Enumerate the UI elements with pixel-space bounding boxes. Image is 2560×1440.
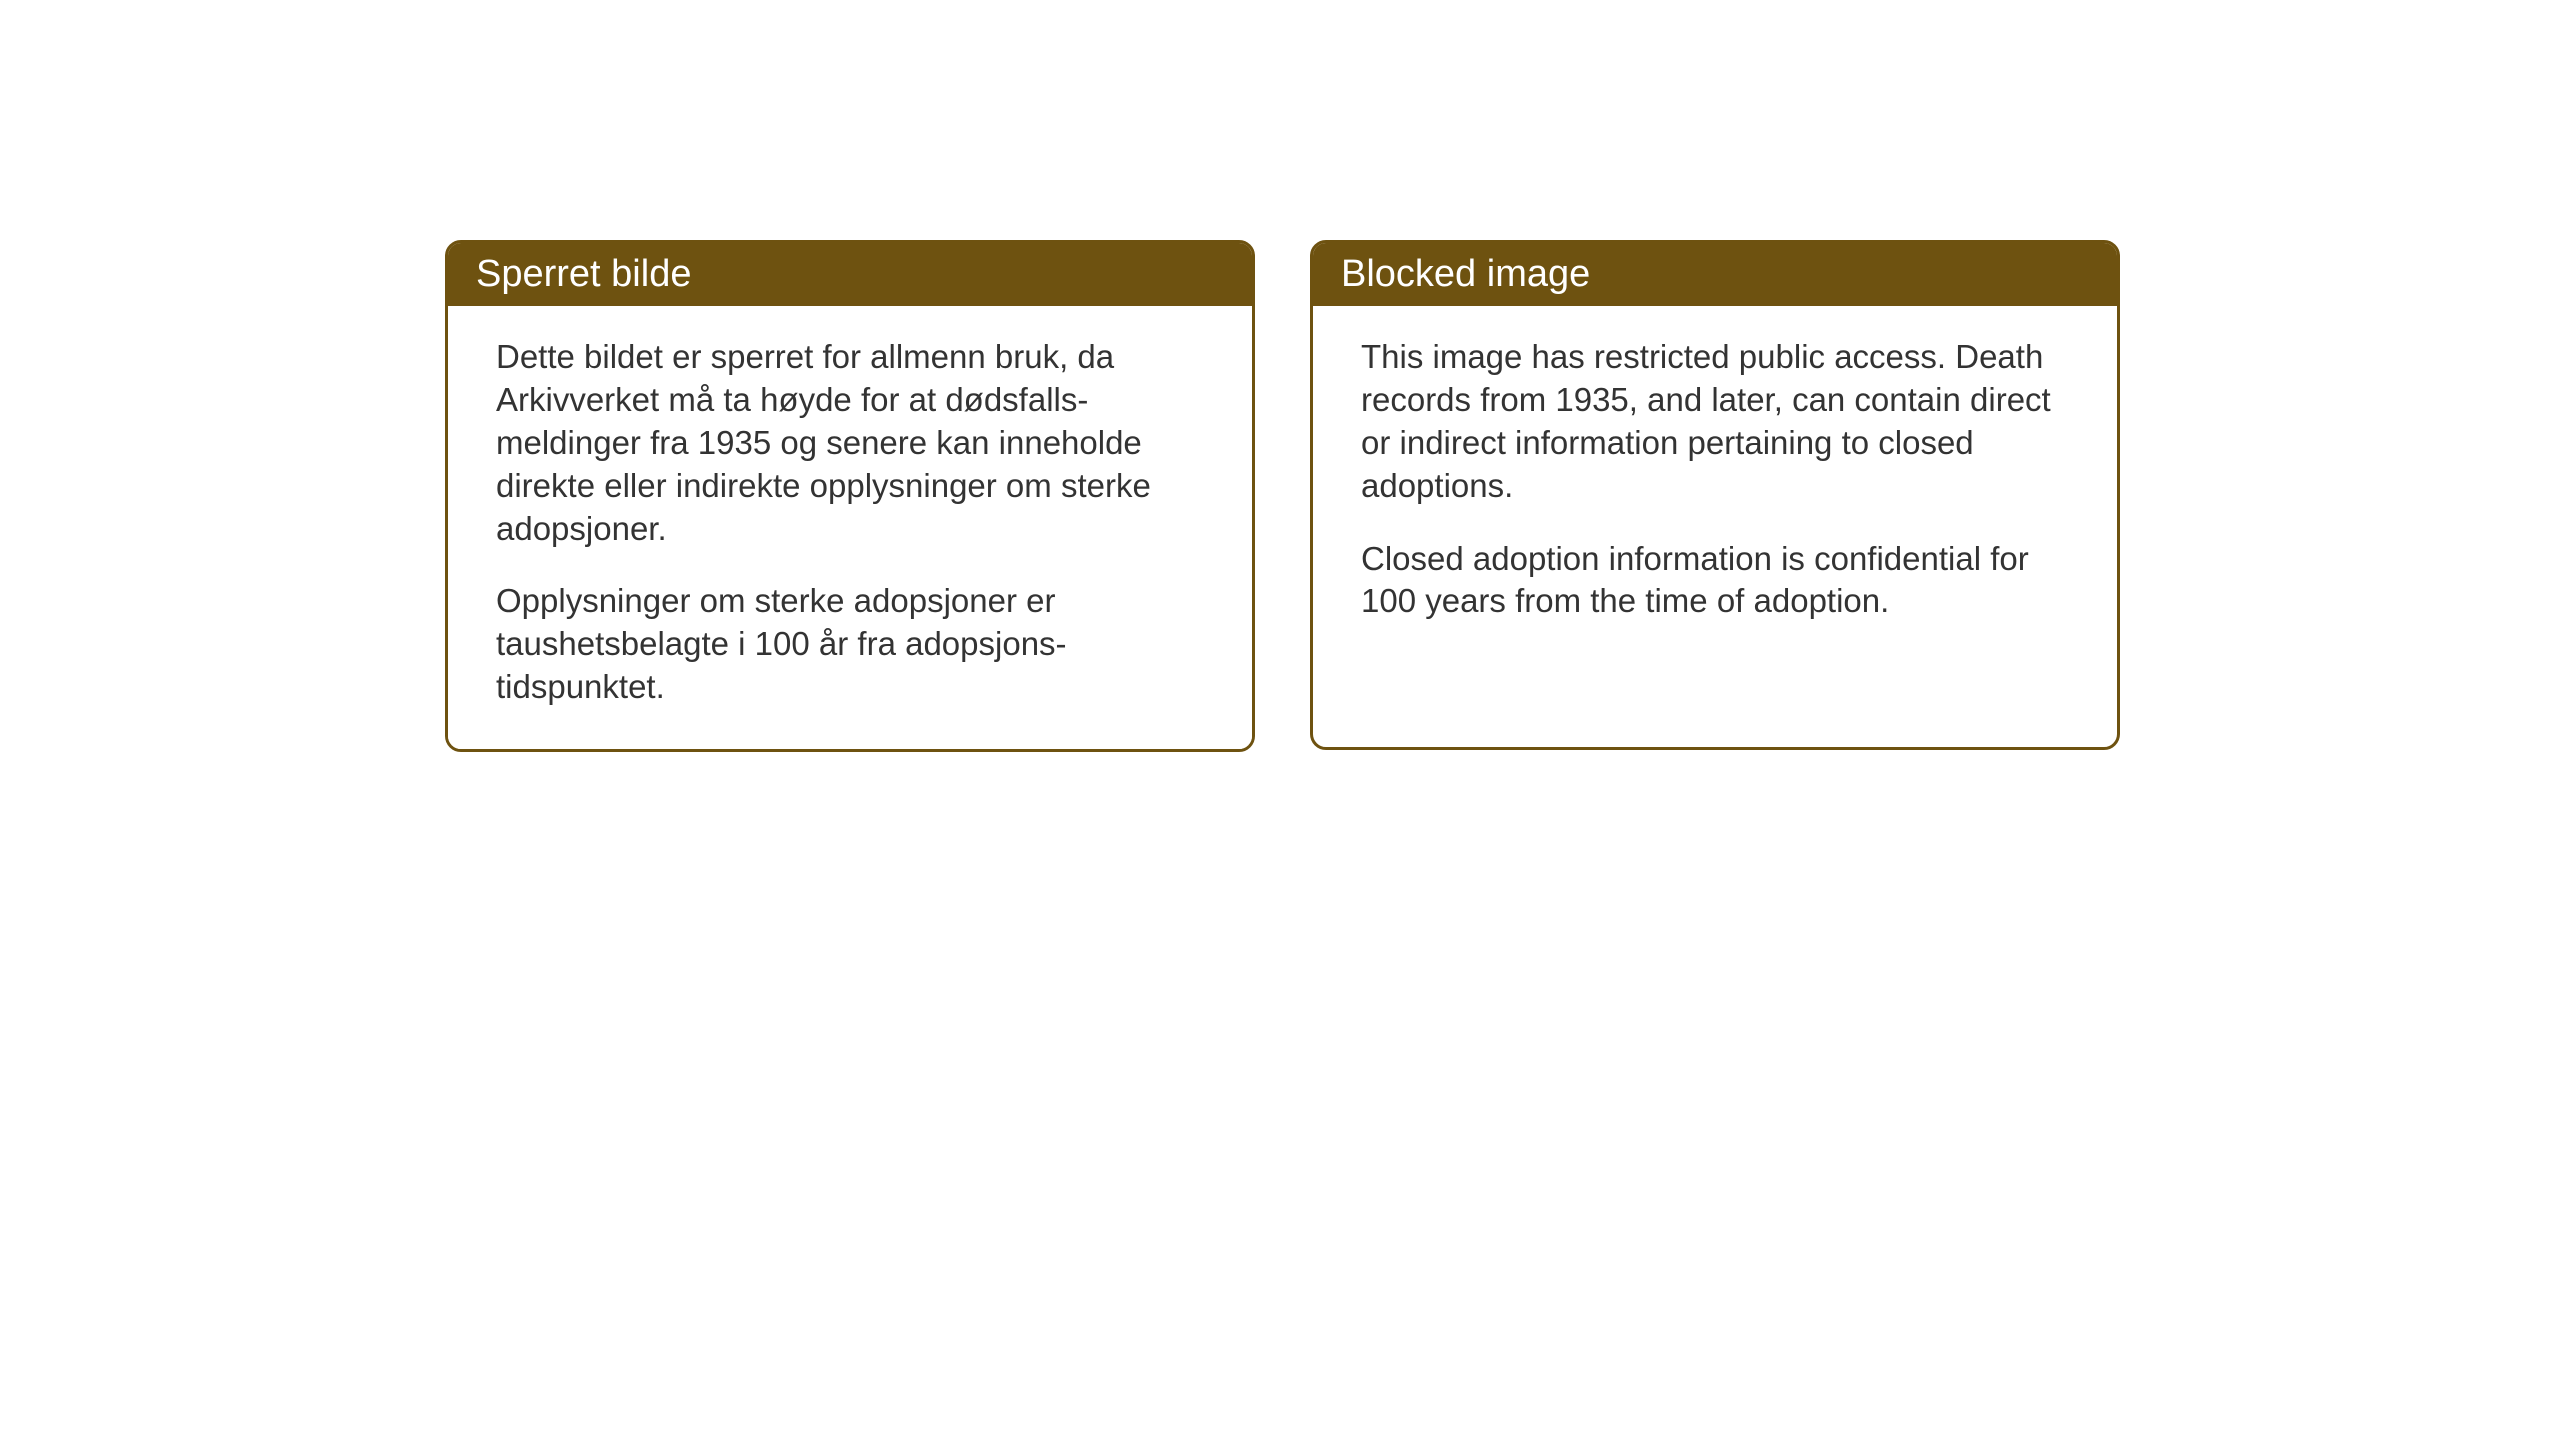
notice-box-norwegian: Sperret bilde Dette bildet er sperret fo…: [445, 240, 1255, 752]
notice-paragraph-norwegian-1: Dette bildet er sperret for allmenn bruk…: [496, 336, 1204, 550]
notice-paragraph-english-1: This image has restricted public access.…: [1361, 336, 2069, 508]
notice-header-norwegian: Sperret bilde: [448, 243, 1252, 306]
notice-title-english: Blocked image: [1341, 253, 1590, 295]
notice-header-english: Blocked image: [1313, 243, 2117, 306]
notice-body-norwegian: Dette bildet er sperret for allmenn bruk…: [448, 306, 1252, 749]
notice-paragraph-english-2: Closed adoption information is confident…: [1361, 538, 2069, 624]
notice-box-english: Blocked image This image has restricted …: [1310, 240, 2120, 750]
notice-body-english: This image has restricted public access.…: [1313, 306, 2117, 663]
notice-container: Sperret bilde Dette bildet er sperret fo…: [445, 240, 2120, 752]
notice-paragraph-norwegian-2: Opplysninger om sterke adopsjoner er tau…: [496, 580, 1204, 709]
notice-title-norwegian: Sperret bilde: [476, 253, 691, 295]
